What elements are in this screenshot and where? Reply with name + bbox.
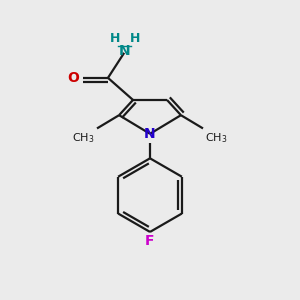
Text: H: H bbox=[130, 32, 140, 45]
Text: O: O bbox=[68, 71, 80, 85]
Text: N: N bbox=[144, 127, 156, 141]
Text: CH$_3$: CH$_3$ bbox=[72, 131, 94, 145]
Text: F: F bbox=[145, 234, 155, 248]
Text: H: H bbox=[110, 32, 121, 45]
Text: N: N bbox=[118, 44, 130, 58]
Text: CH$_3$: CH$_3$ bbox=[206, 131, 228, 145]
